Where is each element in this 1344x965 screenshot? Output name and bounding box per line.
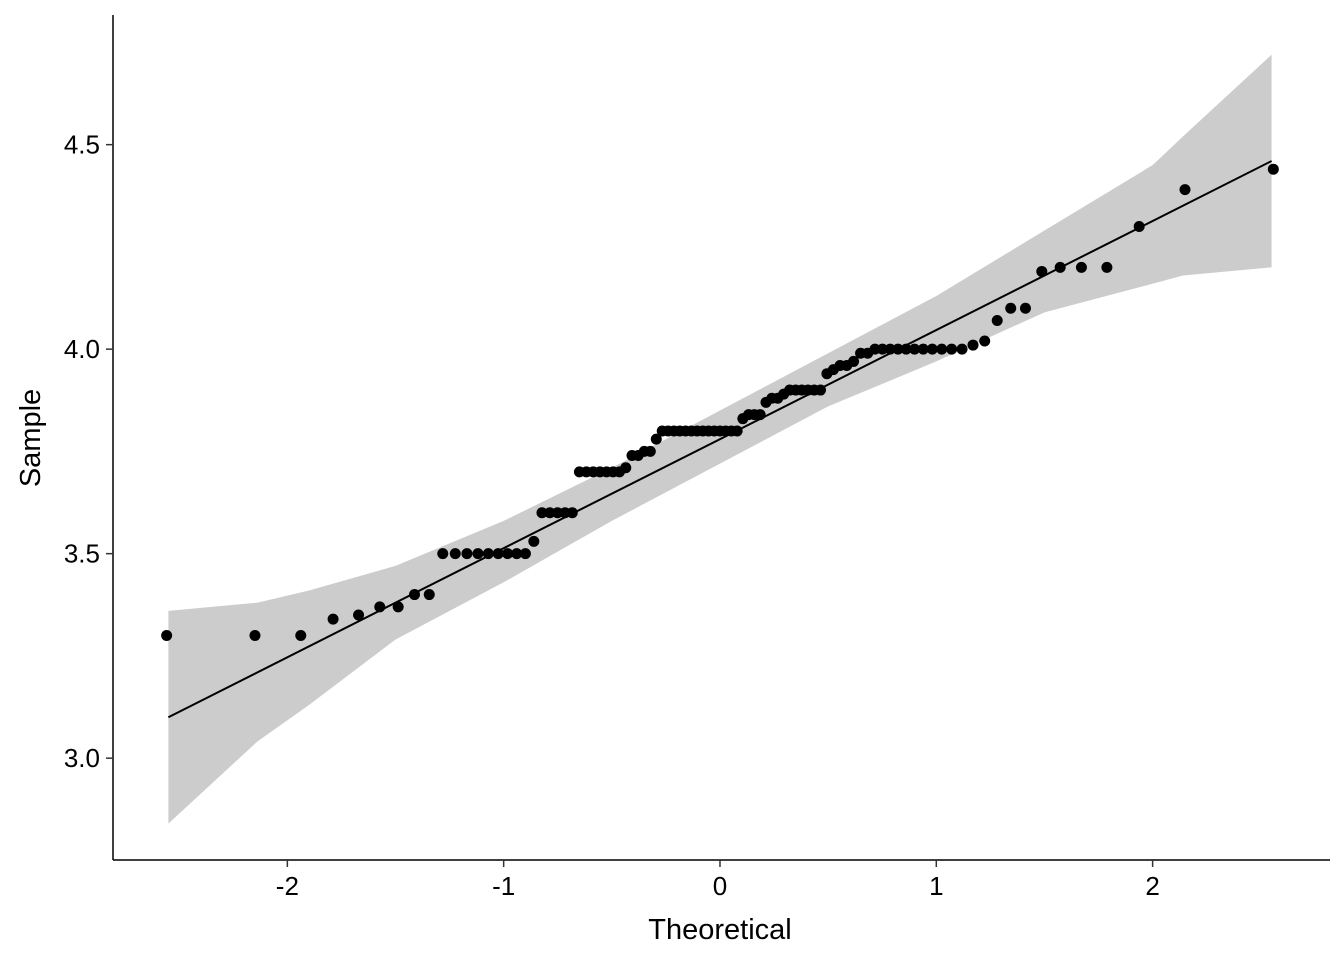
data-point	[1005, 302, 1017, 314]
data-point	[620, 462, 632, 474]
data-point	[1101, 261, 1113, 273]
x-tick-label: 2	[1145, 871, 1159, 901]
data-point	[967, 339, 979, 351]
x-tick-label: -2	[276, 871, 299, 901]
y-tick-label: 4.0	[64, 334, 100, 364]
data-point	[392, 601, 404, 613]
y-axis-label: Sample	[15, 389, 47, 487]
data-point	[511, 548, 523, 560]
x-tick-label: -1	[492, 871, 515, 901]
data-point	[979, 335, 991, 347]
data-point	[876, 343, 888, 355]
data-point	[991, 315, 1003, 327]
data-point	[936, 343, 948, 355]
data-point	[353, 609, 365, 621]
data-point	[295, 629, 307, 641]
data-point	[1019, 302, 1031, 314]
data-point	[327, 613, 339, 625]
data-point	[249, 629, 261, 641]
data-point	[536, 507, 548, 519]
data-point	[502, 548, 514, 560]
data-point	[482, 548, 494, 560]
data-point	[946, 343, 958, 355]
data-point	[472, 548, 484, 560]
data-point	[926, 343, 938, 355]
data-point	[409, 589, 421, 601]
data-point	[754, 409, 766, 421]
data-point	[1267, 163, 1279, 175]
data-point	[731, 425, 743, 437]
data-point	[1133, 220, 1145, 232]
data-point	[1179, 184, 1191, 196]
y-tick-label: 3.5	[64, 539, 100, 569]
data-point	[644, 445, 656, 457]
data-point	[161, 629, 173, 641]
data-point	[1036, 265, 1048, 277]
data-point	[544, 507, 556, 519]
data-point	[449, 548, 461, 560]
x-tick-label: 0	[713, 871, 727, 901]
data-point	[909, 343, 921, 355]
data-point	[566, 507, 578, 519]
data-point	[492, 548, 504, 560]
data-point	[374, 601, 386, 613]
data-point	[892, 343, 904, 355]
data-point	[848, 355, 860, 367]
data-point	[528, 535, 540, 547]
data-point	[437, 548, 449, 560]
data-point	[650, 433, 662, 445]
data-point	[461, 548, 473, 560]
y-tick-label: 3.0	[64, 743, 100, 773]
data-point	[1075, 261, 1087, 273]
data-point	[956, 343, 968, 355]
data-point	[815, 384, 827, 396]
x-tick-label: 1	[929, 871, 943, 901]
data-point	[884, 343, 896, 355]
data-point	[917, 343, 929, 355]
data-point	[423, 589, 435, 601]
data-point	[1054, 261, 1066, 273]
y-tick-label: 4.5	[64, 130, 100, 160]
data-point	[519, 548, 531, 560]
data-point	[900, 343, 912, 355]
x-axis-label: Theoretical	[648, 914, 791, 946]
reference-line	[167, 160, 1273, 719]
